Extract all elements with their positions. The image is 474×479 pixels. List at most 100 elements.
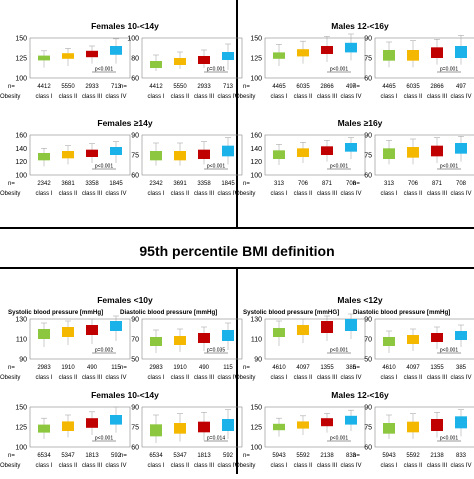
category-label: class II	[59, 375, 78, 381]
y-tick-label: 60	[364, 173, 372, 180]
box-class-I	[150, 337, 162, 346]
category-label: class IV	[217, 463, 238, 469]
p-value-annotation: p<0.001	[330, 164, 348, 170]
n-value: 1845	[221, 181, 235, 187]
box-class-III	[198, 421, 210, 433]
box-class-III	[86, 325, 98, 335]
y-tick-label: 60	[364, 445, 372, 452]
box-class-III	[431, 47, 443, 58]
n-value: 4412	[37, 84, 51, 90]
box-class-III	[321, 418, 333, 427]
box-class-I	[273, 150, 285, 159]
plot-frame	[29, 406, 131, 448]
n-value: 3691	[173, 181, 187, 187]
box-class-IV	[345, 143, 357, 152]
n-value: 4465	[382, 84, 396, 90]
category-label: class I	[147, 94, 164, 100]
y-tick-label: 60	[131, 76, 139, 83]
n-value: 3358	[85, 181, 99, 187]
n-value: 5550	[61, 84, 75, 90]
box-class-IV	[222, 330, 234, 341]
box-class-I	[150, 151, 162, 161]
category-label: class II	[59, 463, 78, 469]
y-tick-label: 100	[15, 173, 27, 180]
n-value: 4097	[296, 365, 310, 371]
category-label: class III	[194, 375, 215, 381]
panel-title: Males <12y	[337, 295, 382, 305]
y-tick-label: 75	[364, 153, 372, 160]
box-class-IV	[222, 52, 234, 60]
category-label: class II	[171, 375, 190, 381]
plot-frame	[264, 37, 366, 79]
category-label: class I	[380, 375, 397, 381]
n-value: 833	[456, 453, 467, 459]
box-class-IV	[110, 46, 122, 55]
chart-panel-p03: Males 12-<16y 100 125 150 p<0.001 n= 4465 6035 2…	[235, 21, 389, 100]
y-tick-label: 60	[131, 445, 139, 452]
n-value: 5943	[382, 453, 396, 459]
panel-title: Females 10-<14y	[91, 390, 159, 400]
category-label: class I	[147, 463, 164, 469]
box-class-II	[174, 151, 186, 161]
category-label: class IV	[340, 191, 361, 197]
box-class-I	[383, 148, 395, 159]
plot-frame	[374, 318, 474, 360]
plot-frame	[374, 37, 474, 79]
chart-panel-p06: 60 75 90 p<0.001 2342 3691 3358 1845 class I clas…	[131, 133, 243, 197]
panel-subtitle: Systolic blood pressure [mmHg]	[8, 309, 103, 316]
n-value: 2983	[149, 365, 163, 371]
plot-frame	[29, 37, 131, 79]
p-value-annotation: p<0.001	[330, 348, 348, 354]
y-tick-label: 90	[254, 357, 262, 364]
n-label: n=	[120, 84, 127, 90]
box-class-III	[86, 149, 98, 157]
n-value: 4465	[272, 84, 286, 90]
y-tick-label: 150	[250, 36, 262, 43]
box-class-II	[62, 327, 74, 337]
n-value: 497	[456, 84, 467, 90]
n-label: n=	[120, 453, 127, 459]
category-label: class III	[82, 191, 103, 197]
box-class-I	[38, 153, 50, 161]
y-tick-label: 75	[131, 425, 139, 432]
n-value: 490	[199, 365, 210, 371]
n-value: 5592	[296, 453, 310, 459]
box-class-II	[174, 336, 186, 345]
chart-panel-p13: Females 10-<14y 100 125 150 p<0.001 n= 6534 534…	[0, 390, 159, 469]
category-label: class I	[270, 375, 287, 381]
n-value: 871	[322, 181, 333, 187]
y-tick-label: 75	[364, 56, 372, 63]
n-value: 4097	[406, 365, 420, 371]
category-label: class III	[427, 94, 448, 100]
chart-panel-p09: Females <10y Systolic blood pressure [mmH…	[0, 295, 153, 381]
category-label: class III	[194, 94, 215, 100]
n-value: 5347	[173, 453, 187, 459]
p-value-annotation: p<0.001	[207, 164, 225, 170]
box-class-II	[174, 58, 186, 65]
category-label: class III	[194, 463, 215, 469]
box-class-III	[86, 50, 98, 58]
box-class-IV	[345, 319, 357, 331]
category-label: class I	[270, 94, 287, 100]
chart-panel-p16: 60 75 90 p<0.001 n= 5943 5592 2138 833 class I cla…	[353, 405, 474, 469]
category-label: class III	[427, 463, 448, 469]
y-tick-label: 110	[16, 337, 27, 344]
box-class-II	[297, 325, 309, 335]
box-class-II	[297, 148, 309, 157]
category-label: class II	[294, 463, 313, 469]
y-tick-label: 75	[131, 153, 139, 160]
n-value: 5550	[173, 84, 187, 90]
panel-title: Males ≥16y	[338, 118, 383, 128]
y-tick-label: 125	[250, 425, 262, 432]
p-value-annotation: p<0.001	[330, 436, 348, 442]
plot-frame	[264, 318, 366, 360]
category-label: class IV	[105, 94, 126, 100]
p-value-annotation: p<0.001	[440, 348, 458, 354]
category-label: class IV	[450, 463, 471, 469]
n-value: 592	[223, 453, 234, 459]
x-axis-label: Obesity	[0, 375, 20, 381]
n-value: 871	[432, 181, 443, 187]
n-value: 2342	[37, 181, 51, 187]
category-label: class IV	[340, 463, 361, 469]
category-label: class I	[147, 191, 164, 197]
